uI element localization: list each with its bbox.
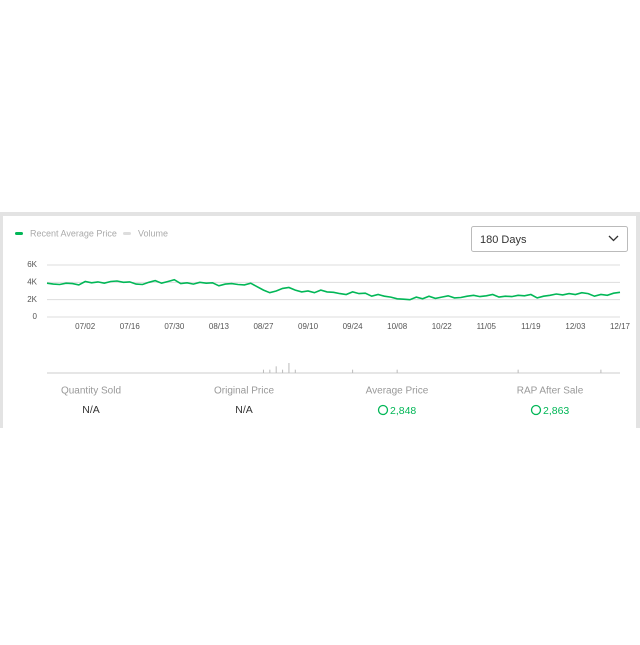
volume-bar	[288, 363, 290, 373]
chevron[interactable]	[608, 235, 619, 242]
robux-icon	[377, 404, 389, 416]
price-line	[46, 278, 621, 301]
y-tick-label: 4K	[27, 277, 37, 286]
stat-value: N/A	[235, 404, 253, 416]
x-tick-label: 08/27	[253, 322, 274, 331]
x-tick-label: 07/30	[164, 322, 185, 331]
stat-label: Average Price	[366, 386, 429, 397]
x-tick-label: 12/17	[610, 322, 631, 331]
y-tick-label: 0	[33, 312, 38, 321]
x-tick-label: 10/22	[432, 322, 453, 331]
x-tick-label: 09/10	[298, 322, 319, 331]
y-tick-label: 6K	[27, 260, 37, 269]
x-tick-label: 10/08	[387, 322, 408, 331]
volume-bar	[600, 369, 602, 373]
legend-swatch	[15, 232, 23, 235]
volume-bar	[262, 369, 264, 373]
robux-icon	[530, 404, 542, 416]
legend-label: Volume	[138, 228, 168, 238]
range-dropdown[interactable]: 180 Days	[471, 226, 628, 252]
stat-label: Quantity Sold	[61, 386, 121, 397]
dropdown-label[interactable]: 180 Days	[480, 234, 527, 246]
stat-value: 2,863	[543, 405, 569, 417]
volume-bar	[352, 369, 354, 373]
panel-left-border	[0, 216, 3, 428]
volume-bar	[269, 369, 271, 373]
stat-value: N/A	[82, 404, 100, 416]
volume-bar	[517, 369, 519, 373]
volume-bar	[282, 369, 284, 373]
x-tick-label: 07/16	[120, 322, 141, 331]
panel-right-border	[636, 216, 640, 428]
x-tick-label: 11/05	[477, 322, 497, 331]
x-tick-label: 07/02	[75, 322, 96, 331]
volume-bar	[294, 369, 296, 373]
x-tick-label: 08/13	[209, 322, 230, 331]
stat-value: 2,848	[390, 405, 416, 417]
stat-label: RAP After Sale	[517, 386, 584, 397]
volume-bar	[396, 369, 398, 373]
legend-label: Recent Average Price	[30, 228, 117, 238]
panel-top-border	[0, 212, 640, 216]
dropdown-box[interactable]	[471, 226, 628, 252]
x-tick-label: 11/19	[521, 322, 541, 331]
x-tick-label: 12/03	[565, 322, 586, 331]
volume-bar	[275, 366, 277, 373]
stat-label: Original Price	[214, 386, 274, 397]
legend-swatch	[123, 232, 131, 235]
x-tick-label: 09/24	[343, 322, 364, 331]
y-tick-label: 2K	[27, 295, 37, 304]
